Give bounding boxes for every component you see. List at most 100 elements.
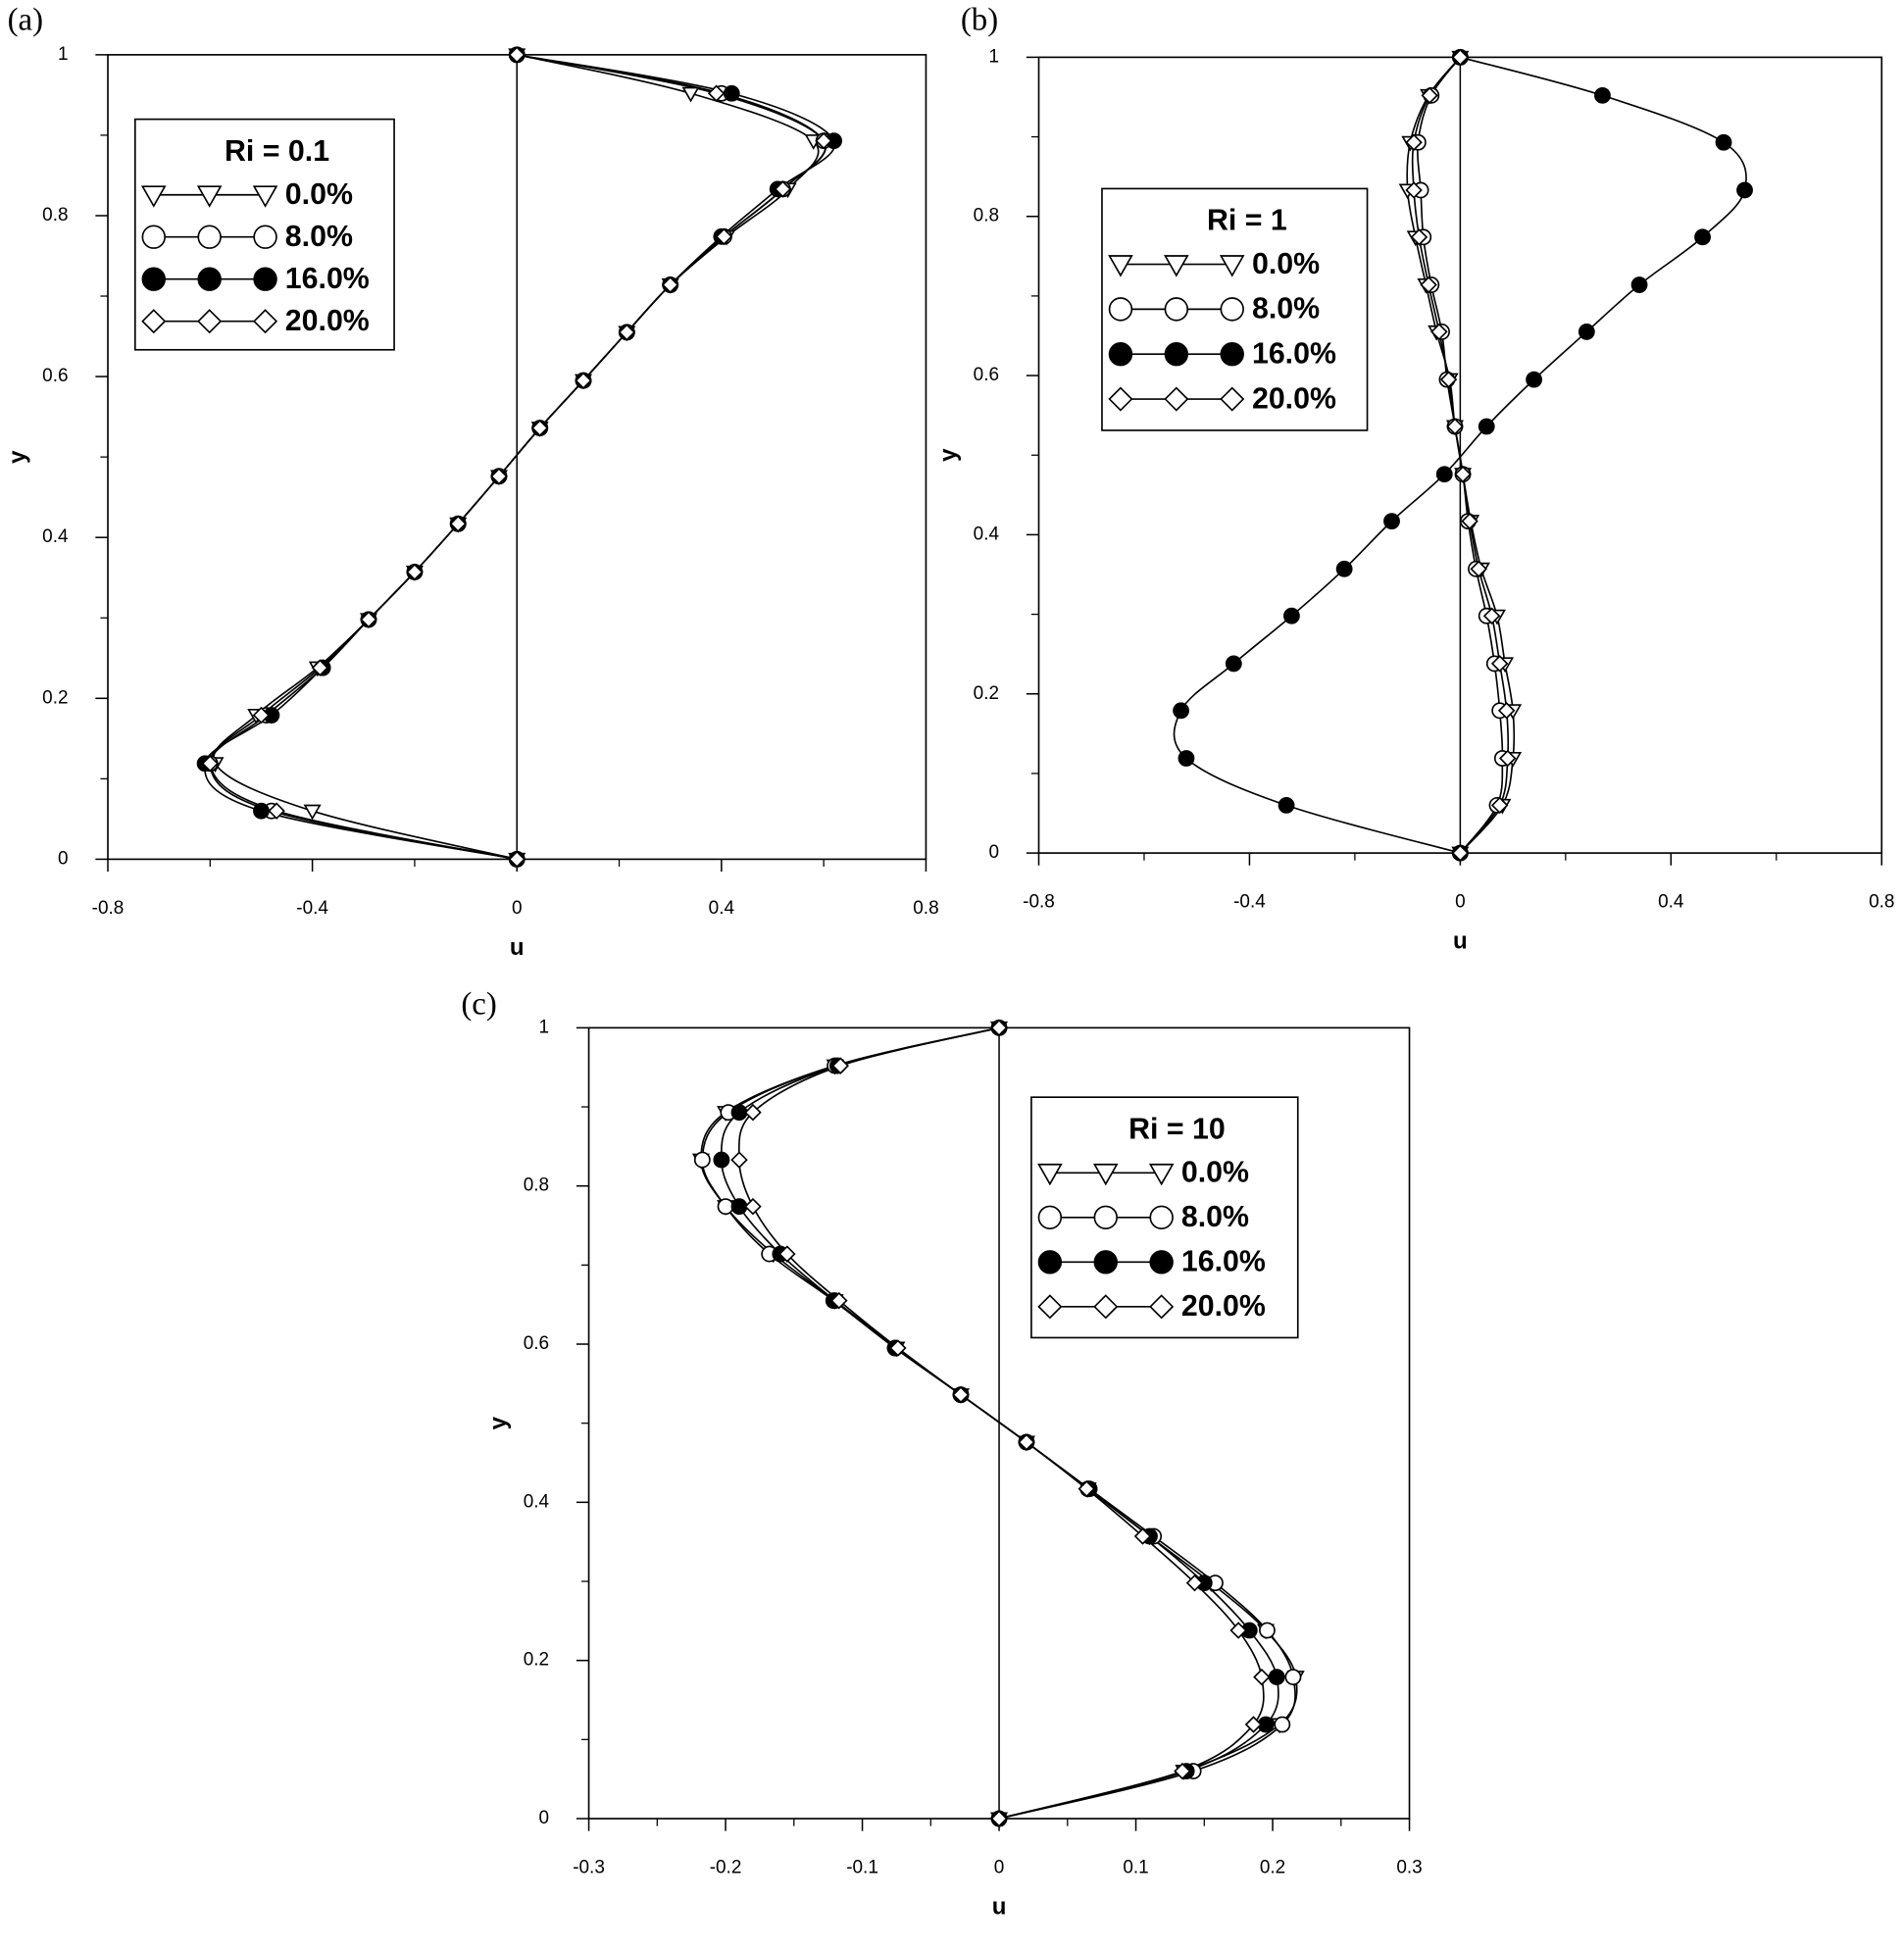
marker [744,1197,762,1216]
x-axis-label: u [992,1893,1007,1920]
x-tick-label: 0.4 [1658,892,1683,913]
panel-label: (a) [8,3,43,38]
marker [1630,276,1648,293]
legend-marker [1108,297,1133,322]
marker [1446,418,1464,435]
marker [530,419,549,437]
y-tick-label: 0 [988,842,999,863]
x-tick-label: 0.4 [709,898,734,919]
marker [1578,324,1595,340]
marker [1498,749,1517,768]
marker [1278,796,1295,814]
x-tick-label: -0.2 [710,1858,742,1878]
y-tick-label: 1 [988,46,999,67]
marker [707,84,726,103]
chart: (c) -0.3 -0.2 -0.1 0 0.1 0.2 0.3 0 0.2 0.4 0.6 0.8 1 u… [461,986,1422,1920]
marker [1133,1527,1152,1545]
marker [1420,275,1437,294]
marker [1490,796,1509,815]
marker [1253,1668,1271,1686]
legend-marker [197,309,223,334]
marker [730,1151,748,1169]
legend-label: 16.0% [1252,337,1336,370]
legend-marker [1093,1205,1118,1230]
marker [1497,702,1516,720]
y-tick-label: 0.2 [974,683,999,704]
y-tick-label: 0 [58,848,69,869]
legend-marker [252,185,278,208]
chart: (b) -0.8 -0.4 0 0.4 0.8 0 0.2 0.4 0.6 0.8 1 u y Ri = 1… [935,3,1895,955]
marker [1244,1716,1263,1733]
legend-marker [141,267,166,291]
marker [681,86,700,103]
marker [1174,1762,1191,1780]
legend-marker [1037,1163,1063,1186]
marker [661,275,679,294]
marker [1421,86,1438,105]
marker [1736,181,1753,199]
x-axis-label: u [1453,927,1468,954]
legend-marker [1149,1205,1174,1230]
legend-marker [1093,1294,1119,1320]
marker [952,1385,970,1404]
legend-marker [1164,297,1189,322]
legend-marker [253,309,278,334]
legend-marker [1220,342,1244,367]
marker [1177,750,1195,767]
marker [1454,465,1472,483]
legend-title: Ri = 0.1 [225,135,329,168]
marker [360,611,377,628]
x-tick-label: 0.3 [1396,1858,1422,1878]
legend-marker [1037,1250,1063,1274]
chart: (a) -0.8 -0.4 0 0.4 0.8 0 0.2 0.4 0.6 0.8 1 u y Ri = 0… [4,3,938,961]
legend-label: 0.0% [1252,248,1320,280]
y-tick-label: 0 [539,1808,550,1828]
y-tick-label: 1 [58,44,69,65]
x-tick-label: -0.8 [92,898,125,919]
x-tick-label: -0.4 [296,898,328,919]
legend-marker [1148,1163,1175,1186]
marker [1490,655,1509,673]
marker [774,180,792,198]
legend-marker [1093,1250,1118,1274]
legend-label: 8.0% [1181,1201,1249,1233]
x-tick-label: 0 [512,898,523,919]
legend-marker [197,225,222,249]
marker [303,804,322,821]
x-tick-label: 0.8 [913,898,938,919]
legend-marker [1092,1163,1119,1186]
marker [1430,323,1448,341]
marker [1268,1669,1285,1686]
legend-title: Ri = 1 [1207,205,1287,237]
y-tick-label: 0.6 [524,1333,549,1354]
marker [406,563,424,581]
x-tick-label: 0.8 [1869,892,1894,913]
marker [1435,466,1453,483]
legend-marker [1164,255,1189,277]
legend-label: 16.0% [285,263,370,295]
marker [252,706,271,725]
legend-label: 8.0% [1252,293,1320,325]
panel-label: (b) [961,3,998,38]
marker [253,802,270,820]
marker [268,802,285,820]
marker [1478,418,1495,435]
legend-label: 0.0% [285,178,353,211]
legend-label: 16.0% [1181,1246,1266,1278]
marker [1482,607,1501,625]
marker [693,1151,711,1169]
marker [508,46,526,64]
y-tick-label: 1 [539,1017,550,1037]
legend-marker [253,225,277,249]
y-axis-label: y [4,450,30,464]
marker [1259,1622,1276,1639]
series-line [737,1026,1265,1820]
legend-marker [1037,1294,1063,1320]
marker [1225,655,1242,673]
marker [744,1103,762,1122]
legend-marker [1164,386,1189,412]
marker [1284,1669,1302,1686]
marker [490,468,508,485]
marker [1410,228,1428,246]
